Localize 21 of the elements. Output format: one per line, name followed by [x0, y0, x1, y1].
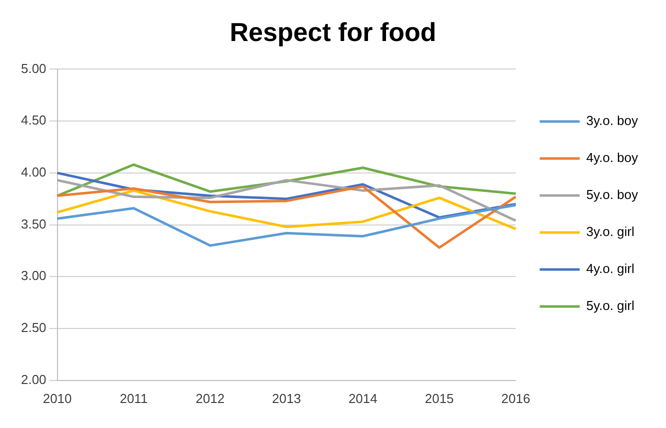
legend-label: 3y.o. boy [586, 113, 638, 128]
y-tick-label: 3.50 [20, 216, 46, 232]
legend-label: 5y.o. boy [586, 187, 638, 202]
x-tick-label: 2016 [501, 390, 530, 406]
y-tick-label: 4.50 [20, 112, 46, 128]
y-tick-label: 2.00 [20, 372, 46, 387]
legend-label: 4y.o. boy [586, 150, 638, 166]
x-tick-label: 2014 [348, 390, 378, 406]
x-tick-label: 2012 [196, 390, 225, 406]
y-tick-label: 2.50 [20, 320, 46, 336]
x-tick-label: 2015 [424, 390, 454, 406]
x-tick-label: 2011 [120, 390, 148, 406]
legend-label: 4y.o. girl [586, 261, 634, 276]
x-tick-label: 2013 [272, 390, 301, 406]
x-tick-label: 2010 [42, 390, 72, 406]
y-tick-label: 5.00 [20, 60, 46, 76]
chart-title: Respect for food [230, 16, 436, 47]
y-tick-label: 3.00 [20, 268, 46, 284]
legend-label: 5y.o. girl [586, 298, 634, 314]
y-tick-label: 4.00 [20, 164, 46, 180]
legend-label: 3y.o. girl [586, 224, 634, 240]
